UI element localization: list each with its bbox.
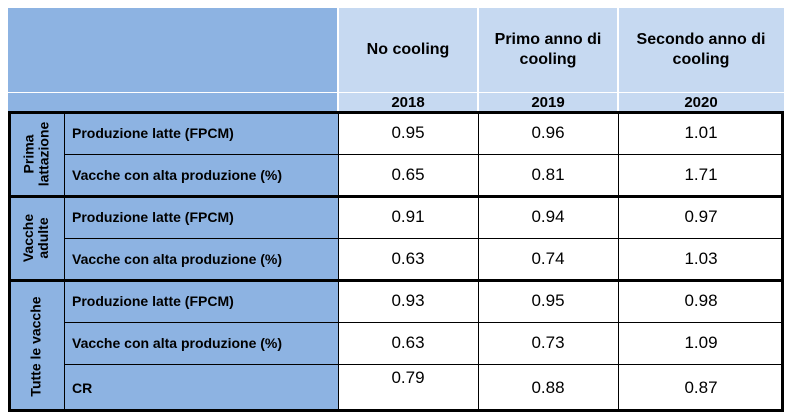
- group-label-vacche-adulte: Vacche adulte: [8, 196, 64, 280]
- year-2019: 2019: [478, 92, 618, 112]
- group-border: [8, 409, 784, 412]
- group-label-tutte-le-vacche: Tutte le vacche: [8, 280, 64, 412]
- table-cell: 0.95: [338, 112, 478, 154]
- table-cell: 0.95: [478, 280, 618, 322]
- column-divider: [618, 112, 619, 412]
- row-divider: [64, 364, 784, 365]
- column-divider: [64, 112, 65, 412]
- row-label: Vacche con alta produzione (%): [64, 322, 338, 364]
- group-border: [8, 111, 784, 114]
- table-cell: 0.65: [338, 154, 478, 196]
- table-cell: 0.79: [338, 364, 478, 412]
- group-border: [8, 195, 784, 198]
- row-divider: [64, 322, 784, 323]
- group-border: [8, 111, 11, 412]
- table-cell: 1.71: [618, 154, 784, 196]
- table-cell: 0.74: [478, 238, 618, 280]
- table-cell: 0.94: [478, 196, 618, 238]
- header-divider: [477, 8, 479, 112]
- row-label: Produzione latte (FPCM): [64, 112, 338, 154]
- table-cell: 1.01: [618, 112, 784, 154]
- row-divider: [64, 154, 784, 155]
- year-row-blank: [8, 92, 338, 112]
- header-corner: [8, 8, 338, 92]
- table-cell: 0.87: [618, 364, 784, 412]
- table-cell: 0.63: [338, 322, 478, 364]
- header-divider: [617, 8, 619, 112]
- row-label: Vacche con alta produzione (%): [64, 154, 338, 196]
- table-cell: 0.81: [478, 154, 618, 196]
- table-cell: 0.88: [478, 364, 618, 412]
- table-cell: 0.97: [618, 196, 784, 238]
- table-cell: 0.63: [338, 238, 478, 280]
- group-border: [781, 111, 784, 412]
- row-label: Produzione latte (FPCM): [64, 196, 338, 238]
- row-label: Vacche con alta produzione (%): [64, 238, 338, 280]
- results-table: No cooling Primo anno di cooling Secondo…: [8, 8, 784, 412]
- column-divider: [478, 112, 479, 412]
- header-divider: [8, 92, 784, 93]
- column-header-no-cooling: No cooling: [338, 8, 478, 92]
- column-divider: [338, 112, 339, 412]
- row-divider: [64, 238, 784, 239]
- row-label: CR: [64, 364, 338, 412]
- group-label-prima-lattazione: Prima lattazione: [8, 112, 64, 196]
- column-header-secondo-anno: Secondo anno di cooling: [618, 8, 784, 92]
- table-cell: 0.96: [478, 112, 618, 154]
- table-cell: 1.09: [618, 322, 784, 364]
- year-2020: 2020: [618, 92, 784, 112]
- group-border: [8, 279, 784, 282]
- row-label: Produzione latte (FPCM): [64, 280, 338, 322]
- table-cell: 0.93: [338, 280, 478, 322]
- year-2018: 2018: [338, 92, 478, 112]
- header-divider: [337, 8, 339, 112]
- table-cell: 1.03: [618, 238, 784, 280]
- table-cell: 0.98: [618, 280, 784, 322]
- column-header-primo-anno: Primo anno di cooling: [478, 8, 618, 92]
- table-cell: 0.91: [338, 196, 478, 238]
- table-cell: 0.73: [478, 322, 618, 364]
